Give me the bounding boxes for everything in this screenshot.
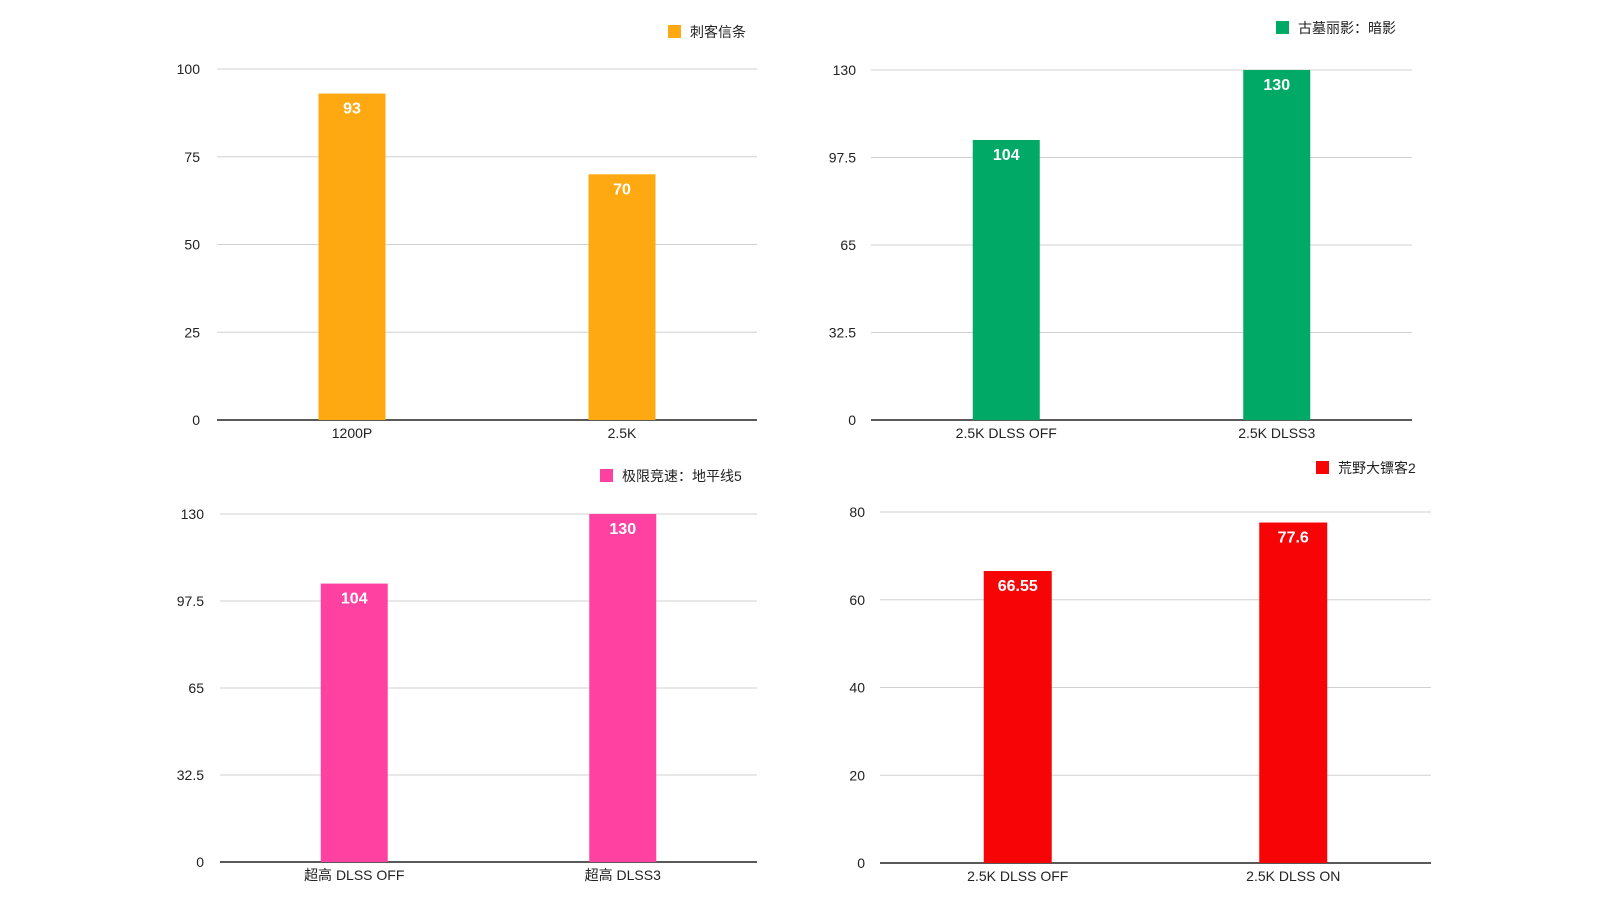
legend-label: 刺客信条 bbox=[690, 24, 746, 40]
legend: 古墓丽影：暗影 bbox=[1276, 20, 1396, 36]
bar bbox=[320, 583, 388, 862]
y-tick-label: 0 bbox=[857, 855, 865, 871]
x-category-label: 2.5K DLSS ON bbox=[1246, 868, 1340, 884]
legend-swatch bbox=[668, 25, 681, 38]
legend-label: 古墓丽影：暗影 bbox=[1298, 20, 1396, 36]
y-tick-label: 75 bbox=[184, 149, 200, 165]
legend-label: 极限竞速：地平线5 bbox=[622, 468, 742, 484]
y-tick-label: 65 bbox=[188, 680, 204, 696]
y-tick-label: 100 bbox=[177, 61, 201, 77]
y-tick-label: 60 bbox=[849, 592, 865, 608]
x-category-label: 超高 DLSS OFF bbox=[304, 867, 404, 883]
bar-value-label: 70 bbox=[613, 181, 631, 198]
assassins-creed-chart: 0 25 50 75 100 93 1200P 70 2.5K 刺客信条 bbox=[177, 24, 757, 441]
bar bbox=[589, 514, 657, 862]
x-category-label: 2.5K DLSS OFF bbox=[956, 425, 1057, 441]
y-tick-label: 97.5 bbox=[177, 593, 204, 609]
legend-swatch bbox=[1276, 21, 1289, 34]
x-category-label: 2.5K bbox=[608, 425, 637, 441]
bar bbox=[588, 174, 656, 420]
legend: 荒野大镖客2 bbox=[1316, 460, 1416, 476]
y-tick-label: 32.5 bbox=[177, 767, 204, 783]
bar bbox=[972, 140, 1040, 420]
y-tick-label: 20 bbox=[849, 767, 865, 783]
y-tick-label: 0 bbox=[196, 854, 204, 870]
y-tick-label: 25 bbox=[184, 324, 200, 340]
y-tick-label: 130 bbox=[833, 62, 857, 78]
y-tick-label: 80 bbox=[849, 504, 865, 520]
bar-value-label: 130 bbox=[1263, 77, 1290, 94]
y-tick-label: 130 bbox=[181, 506, 205, 522]
bar-value-label: 93 bbox=[343, 101, 361, 118]
bar bbox=[1259, 522, 1328, 863]
legend-swatch bbox=[1316, 461, 1329, 474]
forza-horizon-chart: 0 32.5 65 97.5 130 104 超高 DLSS OFF 130 超高 DLSS3 极… bbox=[177, 468, 757, 883]
y-tick-label: 0 bbox=[192, 412, 200, 428]
y-tick-label: 40 bbox=[849, 680, 865, 696]
bar bbox=[983, 571, 1052, 863]
x-category-label: 超高 DLSS3 bbox=[585, 867, 661, 883]
x-category-label: 2.5K DLSS3 bbox=[1238, 425, 1315, 441]
bar-value-label: 130 bbox=[609, 521, 636, 538]
bar bbox=[318, 93, 386, 420]
x-category-label: 2.5K DLSS OFF bbox=[967, 868, 1068, 884]
bar-value-label: 104 bbox=[341, 591, 368, 608]
bar-value-label: 104 bbox=[993, 147, 1020, 164]
tomb-raider-chart: 0 32.5 65 97.5 130 104 2.5K DLSS OFF 130 2.5K DL… bbox=[829, 20, 1412, 441]
legend-swatch bbox=[600, 469, 613, 482]
legend-label: 荒野大镖客2 bbox=[1338, 460, 1416, 476]
y-tick-label: 32.5 bbox=[829, 325, 856, 341]
red-dead-redemption-chart: 0 20 40 60 80 66.55 2.5K DLSS OFF 77.6 2.5K DLSS… bbox=[849, 460, 1431, 884]
x-category-label: 1200P bbox=[332, 425, 372, 441]
y-tick-label: 65 bbox=[840, 237, 856, 253]
bar-value-label: 66.55 bbox=[998, 578, 1038, 595]
legend: 刺客信条 bbox=[668, 24, 746, 40]
y-tick-label: 0 bbox=[848, 412, 856, 428]
bar bbox=[1243, 70, 1311, 420]
bar-value-label: 77.6 bbox=[1278, 530, 1309, 547]
legend: 极限竞速：地平线5 bbox=[600, 468, 742, 484]
y-tick-label: 97.5 bbox=[829, 150, 856, 166]
y-tick-label: 50 bbox=[184, 237, 200, 253]
